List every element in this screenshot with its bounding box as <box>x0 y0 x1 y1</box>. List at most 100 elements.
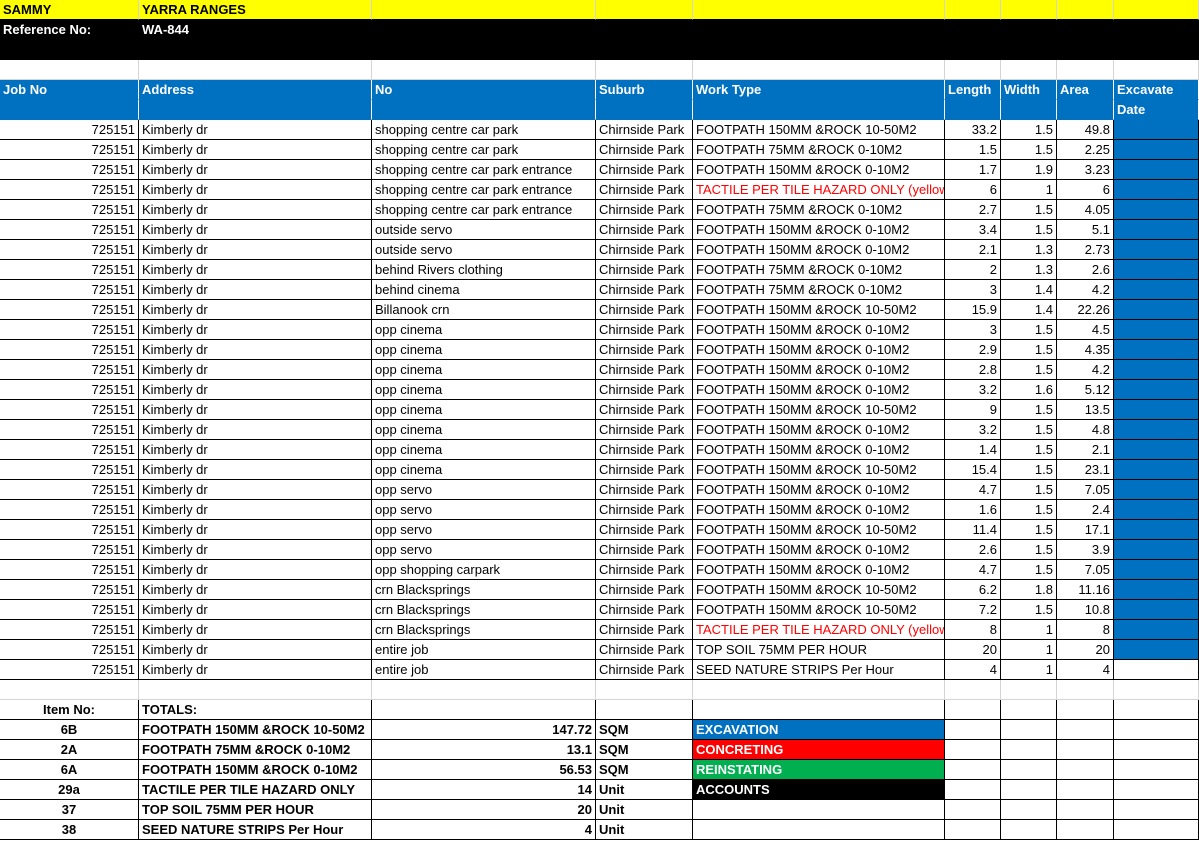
work-type-cell[interactable]: FOOTPATH 150MM &ROCK 0-10M2 <box>693 500 945 520</box>
width-cell[interactable]: 1.5 <box>1001 120 1057 140</box>
empty-cell[interactable] <box>139 100 372 120</box>
address-cell[interactable]: Kimberly dr <box>139 540 372 560</box>
length-cell[interactable]: 3 <box>945 320 1001 340</box>
empty-cell[interactable] <box>596 100 693 120</box>
job-no-cell[interactable]: 725151 <box>0 480 139 500</box>
location-cell[interactable]: opp cinema <box>372 440 596 460</box>
suburb-cell[interactable]: Chirnside Park <box>596 360 693 380</box>
length-cell[interactable]: 6 <box>945 180 1001 200</box>
location-cell[interactable]: shopping centre car park <box>372 120 596 140</box>
work-type-cell[interactable]: FOOTPATH 150MM &ROCK 0-10M2 <box>693 360 945 380</box>
job-no-cell[interactable]: 725151 <box>0 440 139 460</box>
item-no-cell[interactable]: 2A <box>0 740 139 760</box>
empty-cell[interactable] <box>945 760 1001 780</box>
excavate-date-cell[interactable] <box>1114 620 1199 640</box>
length-cell[interactable]: 2 <box>945 260 1001 280</box>
empty-cell[interactable] <box>945 740 1001 760</box>
width-cell[interactable]: 1.6 <box>1001 380 1057 400</box>
empty-cell[interactable] <box>1114 60 1199 80</box>
suburb-cell[interactable]: Chirnside Park <box>596 120 693 140</box>
excavate-date-cell[interactable] <box>1114 280 1199 300</box>
total-quantity-cell[interactable]: 20 <box>372 800 596 820</box>
job-no-cell[interactable]: 725151 <box>0 320 139 340</box>
address-cell[interactable]: Kimberly dr <box>139 140 372 160</box>
job-no-cell[interactable]: 725151 <box>0 300 139 320</box>
width-cell[interactable]: 1.5 <box>1001 460 1057 480</box>
job-no-cell[interactable]: 725151 <box>0 240 139 260</box>
address-cell[interactable]: Kimberly dr <box>139 160 372 180</box>
area-cell[interactable]: 13.5 <box>1057 400 1114 420</box>
width-cell[interactable]: 1 <box>1001 180 1057 200</box>
work-type-cell[interactable]: FOOTPATH 150MM &ROCK 0-10M2 <box>693 340 945 360</box>
empty-cell[interactable] <box>372 60 596 80</box>
location-cell[interactable]: opp servo <box>372 500 596 520</box>
empty-cell[interactable] <box>1001 820 1057 840</box>
empty-cell[interactable] <box>0 680 139 700</box>
empty-cell[interactable] <box>945 680 1001 700</box>
job-no-cell[interactable]: 725151 <box>0 120 139 140</box>
location-cell[interactable]: crn Blacksprings <box>372 580 596 600</box>
empty-cell[interactable] <box>1114 760 1199 780</box>
suburb-cell[interactable]: Chirnside Park <box>596 600 693 620</box>
address-cell[interactable]: Kimberly dr <box>139 340 372 360</box>
suburb-cell[interactable]: Chirnside Park <box>596 320 693 340</box>
suburb-cell[interactable]: Chirnside Park <box>596 520 693 540</box>
suburb-cell[interactable]: Chirnside Park <box>596 540 693 560</box>
empty-cell[interactable] <box>1001 760 1057 780</box>
address-cell[interactable]: Kimberly dr <box>139 360 372 380</box>
width-cell[interactable]: 1.5 <box>1001 360 1057 380</box>
area-cell[interactable]: 11.16 <box>1057 580 1114 600</box>
length-cell[interactable]: 1.5 <box>945 140 1001 160</box>
work-type-cell[interactable]: FOOTPATH 150MM &ROCK 10-50M2 <box>693 460 945 480</box>
suburb-cell[interactable]: Chirnside Park <box>596 480 693 500</box>
item-no-cell[interactable]: 29a <box>0 780 139 800</box>
suburb-cell[interactable]: Chirnside Park <box>596 200 693 220</box>
address-cell[interactable]: Kimberly dr <box>139 620 372 640</box>
location-cell[interactable]: outside servo <box>372 220 596 240</box>
empty-cell[interactable] <box>1001 720 1057 740</box>
location-cell[interactable]: crn Blacksprings <box>372 620 596 640</box>
suburb-cell[interactable]: Chirnside Park <box>596 500 693 520</box>
address-cell[interactable]: Kimberly dr <box>139 520 372 540</box>
job-no-cell[interactable]: 725151 <box>0 560 139 580</box>
length-cell[interactable]: 2.7 <box>945 200 1001 220</box>
length-cell[interactable]: 3.2 <box>945 380 1001 400</box>
item-no-label[interactable]: Item No: <box>0 700 139 720</box>
empty-cell[interactable] <box>1001 100 1057 120</box>
address-cell[interactable]: Kimberly dr <box>139 460 372 480</box>
empty-cell[interactable] <box>945 780 1001 800</box>
name-cell[interactable]: SAMMY <box>0 0 139 20</box>
width-cell[interactable]: 1.5 <box>1001 420 1057 440</box>
job-no-cell[interactable]: 725151 <box>0 460 139 480</box>
location-cell[interactable]: behind cinema <box>372 280 596 300</box>
location-cell[interactable]: opp cinema <box>372 360 596 380</box>
width-cell[interactable]: 1 <box>1001 620 1057 640</box>
total-quantity-cell[interactable]: 147.72 <box>372 720 596 740</box>
work-type-cell[interactable]: FOOTPATH 150MM &ROCK 10-50M2 <box>693 400 945 420</box>
address-cell[interactable]: Kimberly dr <box>139 400 372 420</box>
legend-concreting-cell[interactable]: CONCRETING <box>693 740 945 760</box>
excavate-date-cell[interactable] <box>1114 140 1199 160</box>
area-cell[interactable]: 4.05 <box>1057 200 1114 220</box>
header-width[interactable]: Width <box>1001 80 1057 100</box>
excavate-date-cell[interactable] <box>1114 520 1199 540</box>
area-cell[interactable]: 4.2 <box>1057 280 1114 300</box>
location-cell[interactable]: opp servo <box>372 540 596 560</box>
job-no-cell[interactable]: 725151 <box>0 220 139 240</box>
job-no-cell[interactable]: 725151 <box>0 540 139 560</box>
width-cell[interactable]: 1.5 <box>1001 400 1057 420</box>
length-cell[interactable]: 2.1 <box>945 240 1001 260</box>
area-cell[interactable]: 10.8 <box>1057 600 1114 620</box>
empty-cell[interactable] <box>1001 780 1057 800</box>
length-cell[interactable]: 1.4 <box>945 440 1001 460</box>
empty-cell[interactable] <box>1114 740 1199 760</box>
empty-cell[interactable] <box>693 0 945 20</box>
job-no-cell[interactable]: 725151 <box>0 260 139 280</box>
address-cell[interactable]: Kimberly dr <box>139 600 372 620</box>
work-type-cell[interactable]: FOOTPATH 150MM &ROCK 0-10M2 <box>693 560 945 580</box>
location-cell[interactable]: crn Blacksprings <box>372 600 596 620</box>
excavate-date-cell[interactable] <box>1114 300 1199 320</box>
work-type-cell[interactable]: FOOTPATH 75MM &ROCK 0-10M2 <box>693 140 945 160</box>
reference-label[interactable]: Reference No: <box>0 20 139 60</box>
empty-cell[interactable] <box>1057 740 1114 760</box>
